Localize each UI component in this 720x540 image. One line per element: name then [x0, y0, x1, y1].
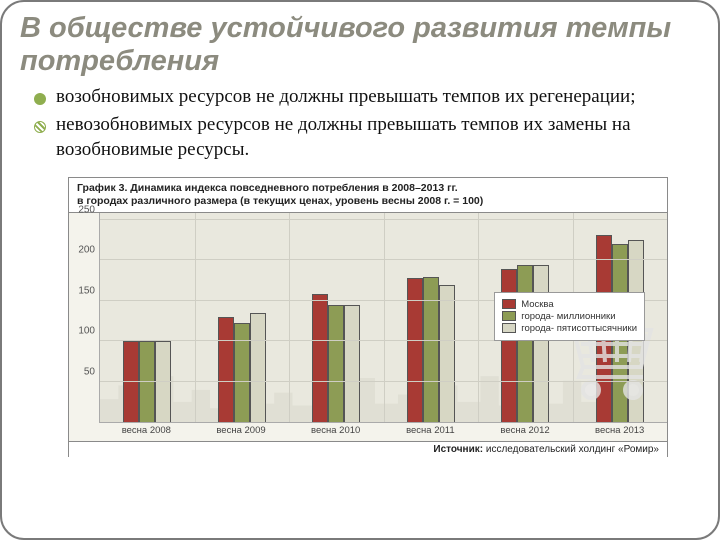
- legend-item: города- миллионники: [502, 311, 637, 322]
- gridline-v: [195, 213, 196, 422]
- source-label: Источник:: [433, 444, 483, 455]
- bar: [234, 323, 250, 422]
- chart-title: График 3. Динамика индекса повседневного…: [69, 178, 667, 213]
- bar: [218, 317, 234, 422]
- y-tick-label: 100: [78, 326, 95, 337]
- x-tick-label: весна 2013: [572, 423, 667, 441]
- gridline-v: [289, 213, 290, 422]
- legend-swatch: [502, 299, 516, 309]
- bar-cluster: [312, 294, 360, 422]
- bullet-icon: [34, 93, 46, 105]
- bullet-icon: [34, 121, 46, 133]
- y-tick-label: 50: [84, 366, 95, 377]
- legend-swatch: [502, 323, 516, 333]
- y-tick-label: 250: [78, 205, 95, 216]
- x-tick-label: весна 2009: [194, 423, 289, 441]
- bar-cluster: [218, 313, 266, 422]
- x-tick-label: весна 2012: [478, 423, 573, 441]
- y-tick-label: 200: [78, 245, 95, 256]
- slide-frame: В обществе устойчивого развития темпы по…: [0, 0, 720, 540]
- bullet-item: возобновимых ресурсов не должны превышат…: [34, 85, 700, 110]
- x-tick-label: весна 2011: [383, 423, 478, 441]
- bullet-item: невозобновимых ресурсов не должны превыш…: [34, 113, 700, 162]
- bar-cluster: [407, 277, 455, 422]
- bar: [517, 265, 533, 422]
- chart-source: Источник: исследовательский холдинг «Ром…: [69, 441, 667, 457]
- bar-cluster: [501, 265, 549, 422]
- bar: [344, 305, 360, 422]
- y-axis: 50100150200250: [69, 213, 99, 423]
- legend-item: города- пятисоттысячники: [502, 323, 637, 334]
- bar: [533, 265, 549, 422]
- bar: [439, 285, 455, 422]
- chart-container: График 3. Динамика индекса повседневного…: [68, 177, 668, 457]
- bar: [312, 294, 328, 422]
- chart-title-line1: График 3. Динамика индекса повседневного…: [77, 182, 458, 194]
- chart-title-line2: в городах различного размера (в текущих …: [77, 195, 483, 207]
- gridline-v: [384, 213, 385, 422]
- legend: Москвагорода- миллионникигорода- пятисот…: [494, 292, 645, 341]
- bullet-list: возобновимых ресурсов не должны превышат…: [34, 85, 700, 163]
- legend-swatch: [502, 311, 516, 321]
- y-tick-label: 150: [78, 285, 95, 296]
- legend-label: Москва: [521, 299, 553, 310]
- bullet-text: невозобновимых ресурсов не должны превыш…: [56, 113, 700, 162]
- gridline-v: [478, 213, 479, 422]
- x-tick-label: весна 2008: [99, 423, 194, 441]
- x-axis: весна 2008весна 2009весна 2010весна 2011…: [69, 423, 667, 441]
- bullet-text: возобновимых ресурсов не должны превышат…: [56, 85, 635, 110]
- legend-label: города- миллионники: [521, 311, 615, 322]
- legend-item: Москва: [502, 299, 637, 310]
- bar: [423, 277, 439, 422]
- slide-title: В обществе устойчивого развития темпы по…: [20, 12, 700, 79]
- bar: [328, 305, 344, 422]
- source-value: исследовательский холдинг «Ромир»: [483, 444, 659, 455]
- bar: [250, 313, 266, 422]
- legend-label: города- пятисоттысячники: [521, 323, 637, 334]
- x-tick-label: весна 2010: [288, 423, 383, 441]
